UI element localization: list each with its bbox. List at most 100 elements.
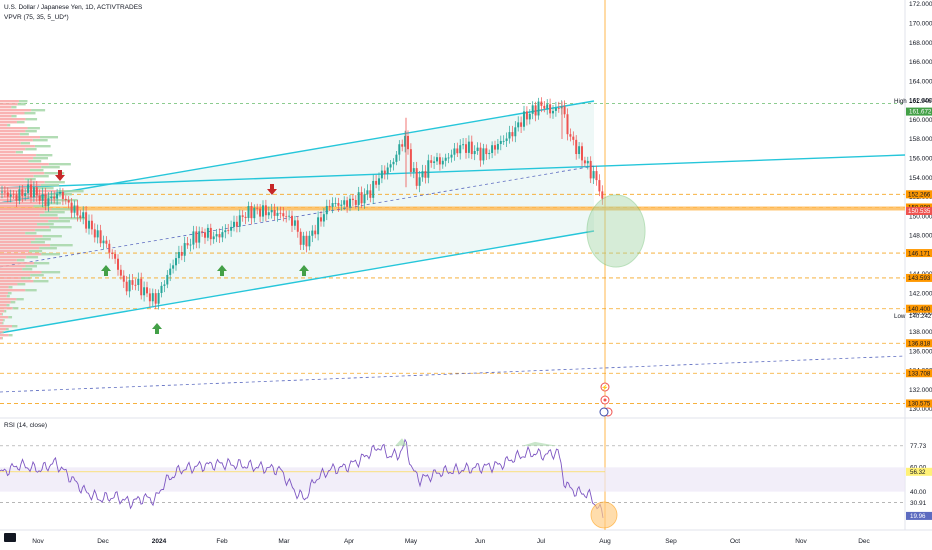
candle-body (38, 195, 41, 201)
candle-body (73, 205, 76, 213)
time-tick-label: Dec (858, 538, 870, 545)
earnings-icon (603, 398, 607, 402)
candle-body (47, 198, 50, 206)
candle-body (180, 251, 183, 256)
down-arrow-marker (55, 170, 65, 181)
candle-body (273, 209, 276, 216)
candle-body (488, 152, 491, 155)
price-pane[interactable]: ⚡ 172.000 170.000 168.000 166.000 164.000 162.… (0, 0, 932, 531)
candle-body (592, 171, 595, 179)
candle-body (578, 146, 581, 155)
candle-body (166, 274, 169, 285)
candle-body (204, 232, 206, 238)
volume-profile-bar-up (42, 235, 62, 238)
candle-body (224, 230, 227, 233)
candle-body (157, 292, 160, 304)
up-arrow-marker (217, 265, 227, 276)
candle-body (175, 258, 177, 266)
candle-body (531, 105, 534, 114)
current-price-band (0, 206, 905, 211)
volume-profile-bar-up (6, 295, 10, 298)
candle-body (470, 141, 473, 155)
volume-profile-bar-up (25, 265, 37, 268)
volume-profile-bar-up (8, 316, 13, 319)
price-tick-label: 138.000 (909, 329, 932, 336)
level-price-badge (906, 339, 932, 348)
level-price-badge-text: 146.171 (908, 250, 931, 257)
volume-profile-bar-up (57, 190, 84, 193)
volume-profile-bar-up (41, 166, 60, 169)
rsi-current-badge (906, 511, 932, 520)
volume-profile-bar-up (25, 130, 37, 133)
volume-profile-bar-up (24, 112, 36, 115)
candle-body (491, 145, 494, 153)
price-tick-label: 132.000 (909, 387, 932, 394)
volume-profile-bar-up (3, 319, 5, 322)
rsi-level-30: 30.91 (910, 500, 927, 507)
volume-profile-bar-up (33, 280, 49, 283)
candle-body (125, 281, 128, 292)
event-icon-flag-jp[interactable] (599, 407, 609, 417)
candle-body (288, 215, 291, 217)
event-icon-lightning[interactable] (600, 382, 610, 392)
volume-profile-bar-down (0, 292, 8, 295)
volume-profile-bar-up (17, 103, 26, 106)
volume-profile-bar-down (0, 298, 17, 301)
candle-body (177, 251, 180, 259)
candle-body (322, 214, 325, 222)
volume-profile-bar-up (41, 271, 61, 274)
candle-body (119, 269, 122, 276)
candle-body (534, 105, 537, 116)
candle-body (238, 215, 241, 227)
candle-body (201, 231, 204, 233)
candle-body (404, 135, 407, 147)
level-price-badge-text: 140.400 (908, 306, 931, 313)
volume-profile-bar-down (0, 175, 34, 178)
candle-body (525, 111, 528, 120)
candle-body (389, 164, 392, 168)
price-tick-label: 160.000 (909, 117, 932, 124)
candle-body (215, 234, 218, 237)
rsi-ma-badge-text: 56.32 (910, 469, 926, 476)
candle-body (189, 244, 192, 246)
candle-body (494, 145, 496, 150)
candle-body (337, 203, 340, 206)
candle-body (88, 220, 90, 229)
rsi-level-77: 77.73 (910, 443, 927, 450)
candle-body (447, 157, 450, 159)
volume-profile-bar-down (0, 289, 26, 292)
level-price-badge (906, 304, 932, 313)
candle-body (56, 193, 59, 199)
resistance-trend-line (0, 154, 906, 189)
symbol-title[interactable]: U.S. Dollar / Japanese Yen, 1D, ACTIVTRA… (4, 4, 143, 11)
volume-profile-bar-down (0, 229, 36, 232)
rsi-indicator-label[interactable]: RSI (14, close) (4, 422, 47, 429)
candle-body (540, 101, 543, 106)
candle-body (343, 200, 346, 205)
volume-profile-bar-down (0, 256, 27, 259)
volume-profile-bar-down (0, 169, 30, 172)
price-tick-label: 142.000 (909, 290, 932, 297)
volume-profile-bar-down (0, 100, 19, 103)
candle-body (441, 160, 444, 165)
candle-body (569, 134, 572, 137)
volume-profile-bar-down (0, 265, 26, 268)
volume-profile-bar-up (15, 151, 23, 154)
candle-body (67, 200, 70, 203)
candle-body (398, 144, 401, 155)
volume-profile-bar-down (0, 178, 25, 181)
vpvr-indicator-label[interactable]: VPVR (75, 35, 5_UD*) (4, 14, 69, 21)
candle-body (32, 187, 35, 198)
candle-body (302, 235, 305, 245)
candle-body (459, 145, 462, 154)
candle-body (15, 194, 18, 201)
volume-profile-bar-up (30, 274, 44, 277)
volume-profile-bar-up (36, 154, 53, 157)
volume-profile-bar-down (0, 307, 13, 310)
candle-body (412, 168, 415, 172)
volume-profile-bar-up (44, 172, 65, 175)
volume-profile-bar-down (0, 235, 43, 238)
candle-body (311, 230, 314, 236)
